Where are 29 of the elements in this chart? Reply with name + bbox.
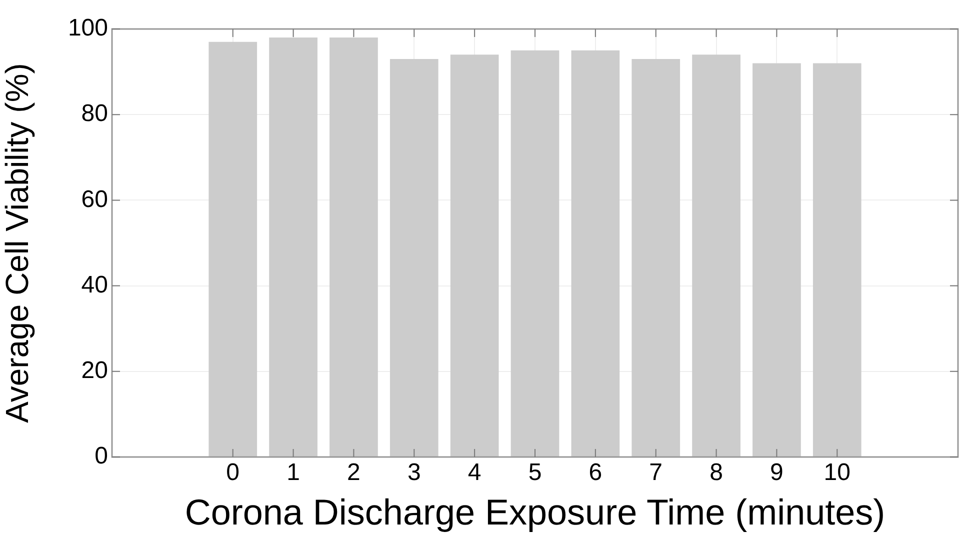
bar — [632, 58, 680, 456]
y-axis-title: Average Cell Viability (%) — [0, 63, 36, 423]
bar — [208, 42, 258, 456]
y-tick-label: 40 — [81, 271, 108, 298]
y-tick-label: 80 — [81, 100, 108, 128]
x-tick-label: 4 — [468, 459, 482, 486]
x-tick-label: 6 — [588, 459, 602, 486]
x-tick-label: 0 — [226, 459, 240, 486]
x-tick-label: 8 — [710, 459, 723, 486]
y-tick-label: 20 — [81, 357, 108, 384]
bar — [269, 38, 318, 456]
x-tick-label: 10 — [824, 459, 850, 486]
x-tick-label: 9 — [770, 459, 784, 486]
bar — [752, 63, 801, 456]
x-tick-label: 2 — [347, 459, 360, 486]
bar — [571, 50, 620, 456]
y-tick-label: 60 — [81, 186, 108, 213]
bar — [450, 54, 499, 456]
x-tick-label: 5 — [528, 459, 542, 486]
bar — [330, 38, 378, 456]
x-tick-label: 1 — [286, 459, 300, 486]
bar — [692, 54, 740, 456]
x-tick-label: 3 — [407, 459, 421, 486]
x-tick-label: 7 — [649, 459, 663, 486]
bar — [390, 58, 438, 456]
bar — [510, 50, 560, 456]
y-tick-label: 100 — [68, 14, 108, 42]
bar — [812, 63, 862, 456]
x-axis-title: Corona Discharge Exposure Time (minutes) — [184, 491, 886, 532]
